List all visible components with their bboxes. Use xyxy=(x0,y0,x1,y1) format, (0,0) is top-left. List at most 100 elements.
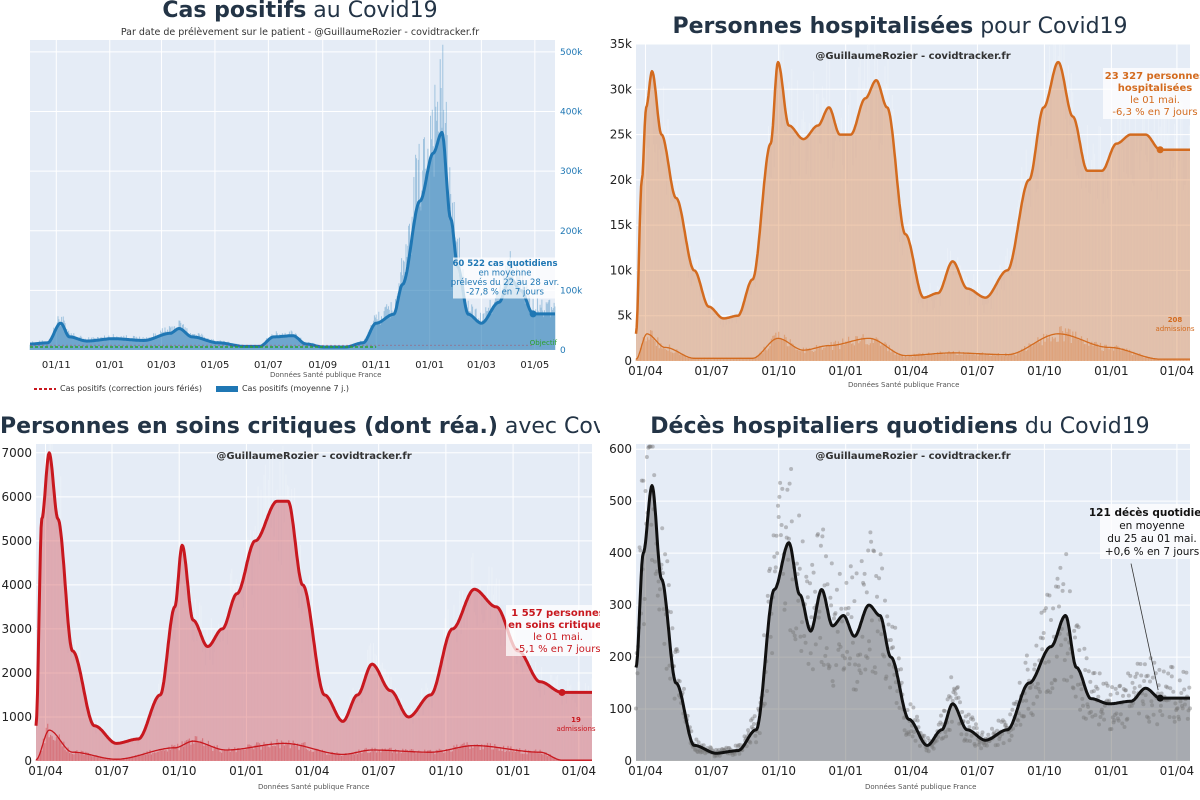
daily-point xyxy=(1046,688,1050,693)
x-tick-label: 01/01 xyxy=(229,764,264,778)
daily-point xyxy=(1000,718,1005,723)
daily-point xyxy=(1091,689,1096,694)
x-tick-label: 01/10 xyxy=(1027,764,1062,778)
daily-point xyxy=(805,595,810,600)
chart-svg: 0 1000 2000 3000 4000 5000 6000 7000 01/04 01/07 0… xyxy=(1,444,600,778)
annotation-line: -27,8 % en 7 jours xyxy=(466,288,544,298)
daily-point xyxy=(1093,713,1098,718)
chart-legend: Cas positifs (correction jours fériés) C… xyxy=(34,384,349,393)
daily-point xyxy=(737,751,742,756)
x-tick-label: 01/04 xyxy=(562,764,597,778)
daily-point xyxy=(1030,713,1035,717)
daily-point xyxy=(934,738,939,743)
daily-point xyxy=(848,656,852,661)
x-tick-label: 01/04 xyxy=(295,764,330,778)
daily-point xyxy=(790,577,795,582)
daily-point xyxy=(1011,726,1016,731)
daily-point xyxy=(858,671,863,676)
daily-point xyxy=(886,622,891,627)
daily-point xyxy=(1050,686,1055,691)
daily-point xyxy=(1144,674,1149,679)
daily-point xyxy=(1171,689,1176,694)
daily-point xyxy=(850,575,855,580)
daily-point xyxy=(1047,593,1052,598)
daily-point xyxy=(1078,682,1083,687)
annotation-line: -5,1 % en 7 jours xyxy=(515,644,600,655)
daily-point xyxy=(1107,727,1112,732)
daily-point xyxy=(1059,626,1064,631)
daily-point xyxy=(831,683,836,688)
daily-point xyxy=(676,678,681,683)
daily-point xyxy=(1175,706,1180,711)
daily-point xyxy=(1100,711,1105,716)
daily-point xyxy=(751,722,756,726)
x-tick-label: 01/04 xyxy=(894,364,929,378)
daily-point xyxy=(775,551,780,556)
legend-item-corrected[interactable]: Cas positifs (correction jours fériés) xyxy=(34,384,202,393)
daily-point xyxy=(767,569,772,573)
daily-point xyxy=(1116,718,1121,723)
daily-point xyxy=(773,569,777,574)
daily-point xyxy=(779,523,784,527)
annotation-background xyxy=(506,605,600,656)
daily-point xyxy=(899,667,903,672)
daily-point xyxy=(864,590,869,595)
daily-point xyxy=(1071,686,1076,691)
daily-point xyxy=(844,580,849,585)
daily-point xyxy=(778,480,783,485)
daily-point xyxy=(856,663,861,668)
daily-point xyxy=(835,629,840,634)
x-tick-label: 01/04 xyxy=(894,764,929,778)
daily-point xyxy=(950,698,955,703)
x-tick-label: 01/11 xyxy=(362,360,391,371)
daily-point xyxy=(901,715,906,720)
daily-point xyxy=(1124,717,1129,722)
legend-item-average[interactable]: Cas positifs (moyenne 7 j.) xyxy=(215,384,349,393)
daily-point xyxy=(1076,625,1081,630)
daily-point xyxy=(1008,712,1013,717)
daily-point xyxy=(852,599,857,604)
daily-point xyxy=(1169,674,1174,679)
daily-point xyxy=(842,656,847,661)
daily-point xyxy=(783,601,788,606)
daily-point xyxy=(965,738,970,743)
daily-point xyxy=(781,571,786,576)
daily-point xyxy=(776,515,781,519)
daily-point xyxy=(1097,722,1101,727)
daily-point xyxy=(1062,658,1067,663)
daily-point xyxy=(1131,690,1136,695)
daily-point xyxy=(1151,712,1156,717)
daily-point xyxy=(895,689,900,694)
daily-point xyxy=(674,647,679,651)
daily-point xyxy=(971,717,976,722)
x-tick-label: 01/05 xyxy=(201,360,230,371)
daily-point xyxy=(845,612,850,617)
daily-point xyxy=(893,625,898,630)
daily-point xyxy=(891,645,895,650)
daily-point xyxy=(749,718,753,723)
daily-point xyxy=(815,533,820,538)
daily-point xyxy=(1156,691,1160,696)
daily-point xyxy=(880,652,885,657)
daily-point xyxy=(1178,699,1183,704)
daily-point xyxy=(1111,720,1116,725)
daily-point xyxy=(723,747,728,752)
daily-point xyxy=(1137,711,1141,716)
daily-point xyxy=(1010,707,1015,712)
daily-point xyxy=(968,716,973,721)
daily-point xyxy=(1129,703,1134,708)
daily-point xyxy=(794,561,799,566)
daily-point xyxy=(1157,667,1162,672)
y-tick-label: 500k xyxy=(560,48,583,58)
daily-point xyxy=(1104,681,1109,686)
x-tick-label: 01/07 xyxy=(254,360,283,371)
daily-point xyxy=(1025,667,1030,672)
daily-point xyxy=(1121,693,1125,698)
daily-point xyxy=(1134,671,1139,676)
daily-point xyxy=(762,701,767,706)
daily-point xyxy=(947,728,952,732)
daily-point xyxy=(817,609,822,614)
daily-point xyxy=(1019,713,1024,718)
daily-point xyxy=(1069,674,1074,679)
daily-point xyxy=(917,743,922,748)
